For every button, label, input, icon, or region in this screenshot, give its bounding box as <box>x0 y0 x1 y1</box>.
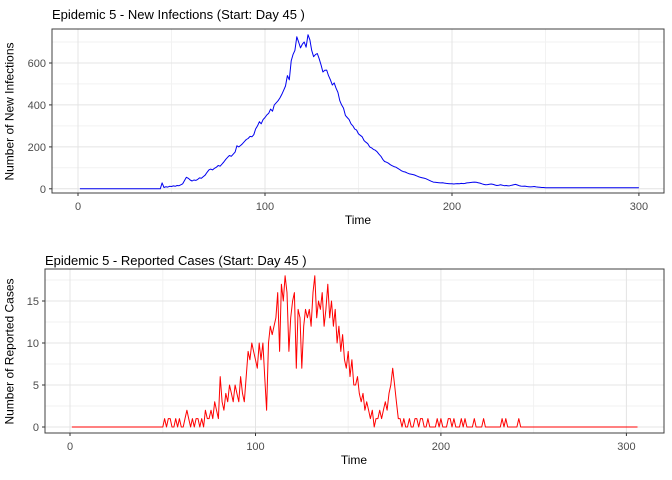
x-tick-label: 300 <box>630 201 648 213</box>
x-axis-title: Time <box>340 453 368 467</box>
y-tick-label: 0 <box>40 184 46 196</box>
series-line <box>71 275 638 428</box>
y-tick-label: 5 <box>33 380 39 392</box>
x-tick-label: 100 <box>246 441 264 453</box>
reported-cases-chart: 0 100 200 300 0 5 10 15 Epidemic 5 - Reported C… <box>0 240 672 480</box>
x-tick-label: 0 <box>67 441 73 453</box>
y-axis-title: Number of New Infections <box>2 42 17 181</box>
panel-background <box>45 269 664 433</box>
x-tick-label: 100 <box>256 201 274 213</box>
chart-title: Epidemic 5 - Reported Cases (Start: Day … <box>45 253 307 268</box>
y-tick-label: 10 <box>27 338 39 350</box>
x-tick-label: 200 <box>443 201 461 213</box>
y-axis-title: Number of Reported Cases <box>2 278 17 425</box>
y-tick-label: 15 <box>27 296 39 308</box>
series-line <box>79 34 639 190</box>
y-tick-label: 400 <box>28 100 46 112</box>
y-tick-label: 200 <box>28 142 46 154</box>
new-infections-plot-area: 0 100 200 300 0 200 400 600 <box>28 28 665 213</box>
reported-cases-plot-area: 0 100 200 300 0 5 10 15 <box>27 268 665 453</box>
chart-title: Epidemic 5 - New Infections (Start: Day … <box>52 7 305 22</box>
x-axis-title: Time <box>344 213 372 227</box>
x-tick-label: 200 <box>432 441 450 453</box>
y-tick-label: 0 <box>33 422 39 434</box>
x-tick-label: 0 <box>75 201 81 213</box>
new-infections-chart: 0 100 200 300 0 200 400 600 Epidemic 5 - New In… <box>2 7 665 227</box>
y-tick-label: 600 <box>28 58 46 70</box>
x-tick-label: 300 <box>617 441 635 453</box>
panel-border <box>51 28 665 194</box>
panel-border <box>44 268 665 434</box>
